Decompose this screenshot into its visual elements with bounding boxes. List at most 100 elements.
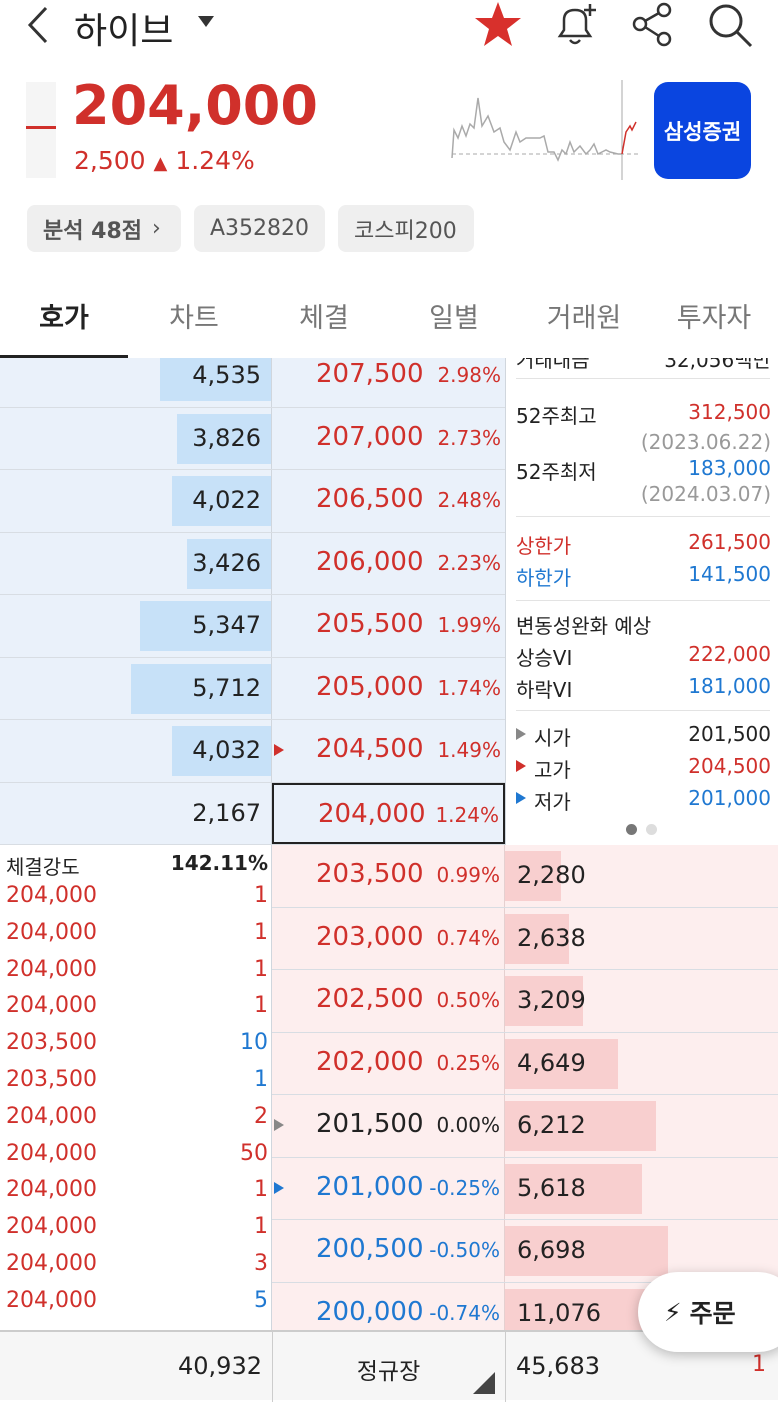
- analysis-label: 분석 48점: [43, 218, 142, 244]
- high-label: 고가: [534, 758, 571, 782]
- ask-percent: 2.23%: [437, 550, 501, 575]
- ask-row[interactable]: 4,535 207,500 2.98%: [0, 358, 778, 408]
- divider: [516, 516, 770, 517]
- ask-price-cell[interactable]: 206,500 2.48%: [272, 470, 505, 532]
- stock-code-chip[interactable]: A352820: [194, 205, 325, 252]
- back-icon[interactable]: [22, 4, 52, 46]
- ask-volume: 4,535: [192, 361, 261, 389]
- ask-volume-cell: 4,022: [0, 470, 272, 532]
- tick-row: 204,000 1: [6, 993, 268, 1030]
- bid-price-cell[interactable]: 200,000 -0.74%: [272, 1282, 505, 1330]
- stock-title[interactable]: 하이브: [74, 11, 174, 52]
- bid-price-cell[interactable]: 202,000 0.25%: [272, 1032, 505, 1094]
- ask-volume-cell: 3,826: [0, 407, 272, 469]
- bell-plus-icon[interactable]: [552, 2, 600, 52]
- tick-qty: 2: [254, 1103, 268, 1129]
- ask-percent: 2.98%: [437, 363, 501, 387]
- bid-volume: 2,638: [517, 923, 586, 952]
- ask-price-cell[interactable]: 204,500 1.49%: [272, 720, 505, 782]
- bid-percent: 0.99%: [436, 863, 500, 887]
- high-52w-label: 52주최고: [516, 404, 597, 428]
- bid-row[interactable]: 202,000 0.25% 4,649: [0, 1032, 778, 1095]
- ask-volume-bar: [159, 358, 271, 401]
- strength-label: 체결강도: [6, 855, 80, 879]
- share-icon[interactable]: [630, 2, 676, 52]
- tab-0[interactable]: 호가: [39, 303, 89, 334]
- tick-price: 204,000: [6, 1177, 97, 1203]
- ask-price-cell[interactable]: 204,000 1.24%: [272, 782, 505, 844]
- tick-price: 203,500: [6, 1067, 97, 1092]
- ask-percent: 1.49%: [437, 738, 501, 762]
- ask-price-cell[interactable]: 207,000 2.73%: [272, 407, 505, 469]
- low-52w-date-value: (2024.03.07): [640, 482, 771, 506]
- bid-price-cell[interactable]: 201,500 0.00%: [272, 1095, 505, 1157]
- bid-price-cell[interactable]: 202,500 0.50%: [272, 970, 505, 1032]
- bid-price-cell[interactable]: 203,500 0.99%: [272, 845, 505, 907]
- tab-5[interactable]: 투자자: [676, 303, 752, 334]
- bid-price: 202,500: [316, 984, 424, 1014]
- order-book-footer: 40,932 정규장 45,683 1: [0, 1330, 778, 1402]
- search-icon[interactable]: [705, 0, 755, 54]
- bid-volume-bar: [505, 976, 584, 1026]
- bid-row[interactable]: 202,500 0.50% 3,209: [0, 970, 778, 1033]
- bid-price: 200,500: [316, 1234, 424, 1264]
- ask-row[interactable]: 4,022 206,500 2.48%: [0, 470, 778, 533]
- ask-volume: 5,347: [192, 611, 261, 639]
- change-amount: 2,500: [74, 146, 146, 175]
- broker-button[interactable]: 삼성증권: [654, 82, 751, 179]
- ask-price-cell[interactable]: 205,000 1.74%: [272, 657, 505, 719]
- page-dot-active[interactable]: [626, 824, 637, 835]
- tick-row: 204,000 1: [6, 957, 268, 994]
- tab-1[interactable]: 차트: [169, 303, 219, 334]
- page-dot[interactable]: [646, 824, 657, 835]
- tab-2[interactable]: 체결: [299, 303, 349, 334]
- order-book[interactable]: 4,535 207,500 2.98% 3,826 207,000 2.73% 4,022 2…: [0, 358, 778, 1330]
- ask-price: 207,000: [316, 421, 424, 452]
- index-chip[interactable]: 코스피200: [338, 205, 474, 252]
- ask-price-cell[interactable]: 206,000 2.23%: [272, 532, 505, 594]
- ask-price: 204,000: [318, 798, 426, 829]
- ask-row[interactable]: 4,032 204,500 1.49%: [0, 720, 778, 783]
- order-label: 주문: [689, 1299, 736, 1328]
- tab-3[interactable]: 일별: [429, 303, 479, 334]
- ask-row[interactable]: 5,347 205,500 1.99%: [0, 595, 778, 658]
- analysis-score-chip[interactable]: 분석 48점 ›: [27, 205, 181, 252]
- bid-price: 201,000: [316, 1171, 424, 1202]
- bid-price-cell[interactable]: 201,000 -0.25%: [272, 1157, 505, 1219]
- bid-volume: 6,212: [517, 1111, 586, 1139]
- ask-price-cell[interactable]: 207,500 2.98%: [272, 358, 505, 407]
- bid-price-cell[interactable]: 203,000 0.74%: [272, 907, 505, 969]
- ask-row[interactable]: 5,712 205,000 1.74%: [0, 657, 778, 720]
- bid-row[interactable]: 203,500 0.99% 2,280: [0, 845, 778, 908]
- ask-row[interactable]: 3,426 206,000 2.23%: [0, 532, 778, 595]
- tick-qty: 1: [254, 1177, 268, 1203]
- mini-chart[interactable]: [450, 80, 640, 184]
- strength-value: 142.11%: [170, 851, 268, 875]
- bid-price-cell[interactable]: 200,500 -0.50%: [272, 1220, 505, 1282]
- low-value: 201,000: [688, 786, 771, 810]
- bid-volume-bar: [505, 1038, 619, 1089]
- order-button[interactable]: ⚡ 주문: [638, 1272, 778, 1352]
- bid-percent: -0.25%: [429, 1175, 500, 1200]
- bid-volume-cell: 4,649: [505, 1032, 778, 1094]
- ask-volume-cell: 5,347: [0, 595, 272, 657]
- ask-row[interactable]: 3,826 207,000 2.73%: [0, 407, 778, 470]
- trade-amount-label: 거래대금: [516, 358, 590, 372]
- bid-row[interactable]: 203,000 0.74% 2,638: [0, 907, 778, 970]
- low-52w-value: 183,000: [688, 456, 771, 480]
- ask-row[interactable]: 2,167 204,000 1.24%: [0, 782, 778, 845]
- high-value: 204,500: [688, 754, 771, 778]
- dropdown-icon[interactable]: [198, 16, 214, 27]
- vi-down-label: 하락VI: [516, 678, 573, 702]
- tick-qty: 1: [254, 1214, 268, 1240]
- tab-4[interactable]: 거래원: [546, 303, 622, 334]
- count: 1: [752, 1352, 766, 1377]
- ask-volume: 2,167: [192, 798, 261, 827]
- ask-price-cell[interactable]: 205,500 1.99%: [272, 595, 505, 657]
- bid-row[interactable]: 200,500 -0.50% 6,698: [0, 1220, 778, 1283]
- star-icon[interactable]: [472, 0, 524, 54]
- bid-row[interactable]: 201,000 -0.25% 5,618: [0, 1157, 778, 1220]
- high-52w-value: 312,500: [688, 400, 771, 424]
- bid-row[interactable]: 201,500 0.00% 6,212: [0, 1095, 778, 1158]
- session-selector[interactable]: 정규장: [356, 1359, 421, 1385]
